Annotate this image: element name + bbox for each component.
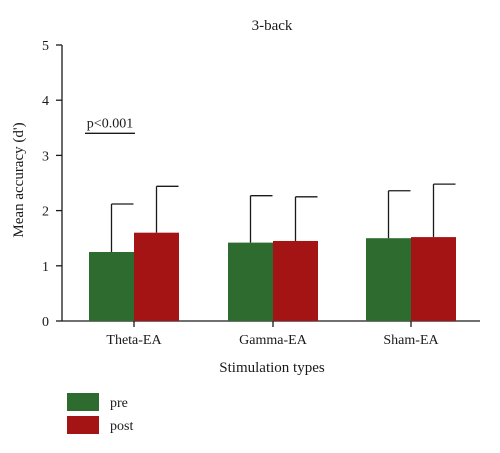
legend-label-pre: pre (110, 396, 128, 411)
bars (89, 232, 456, 321)
bar-pre (228, 242, 273, 321)
y-tick-label: 4 (42, 94, 49, 109)
chart-title: 3-back (252, 18, 293, 34)
y-tick-label: 1 (42, 260, 49, 275)
y-axis: 0 1 2 3 4 5 (42, 39, 63, 330)
y-tick-label: 0 (42, 315, 49, 330)
bar-post (411, 237, 456, 321)
x-tick-label: Sham-EA (383, 333, 439, 348)
x-axis: Theta-EA Gamma-EA Sham-EA (62, 320, 480, 348)
y-tick-label: 5 (42, 39, 49, 54)
bar-post (134, 232, 179, 321)
y-tick-label: 2 (42, 205, 49, 220)
legend-swatch-post (67, 416, 99, 434)
error-bars (110, 183, 456, 252)
bar-pre (366, 238, 411, 321)
legend-swatch-pre (67, 393, 99, 411)
annotations: p<0.001 (85, 116, 135, 134)
legend: pre post (67, 393, 133, 434)
x-tick-label: Theta-EA (106, 333, 162, 348)
bar-post (273, 240, 318, 321)
y-axis-label: Mean accuracy (d') (11, 122, 27, 237)
bar-pre (89, 252, 134, 321)
x-axis-label: Stimulation types (219, 360, 325, 376)
legend-label-post: post (110, 419, 133, 434)
x-tick-label: Gamma-EA (239, 333, 308, 348)
significance-label: p<0.001 (87, 116, 133, 131)
y-tick-label: 3 (42, 149, 49, 164)
